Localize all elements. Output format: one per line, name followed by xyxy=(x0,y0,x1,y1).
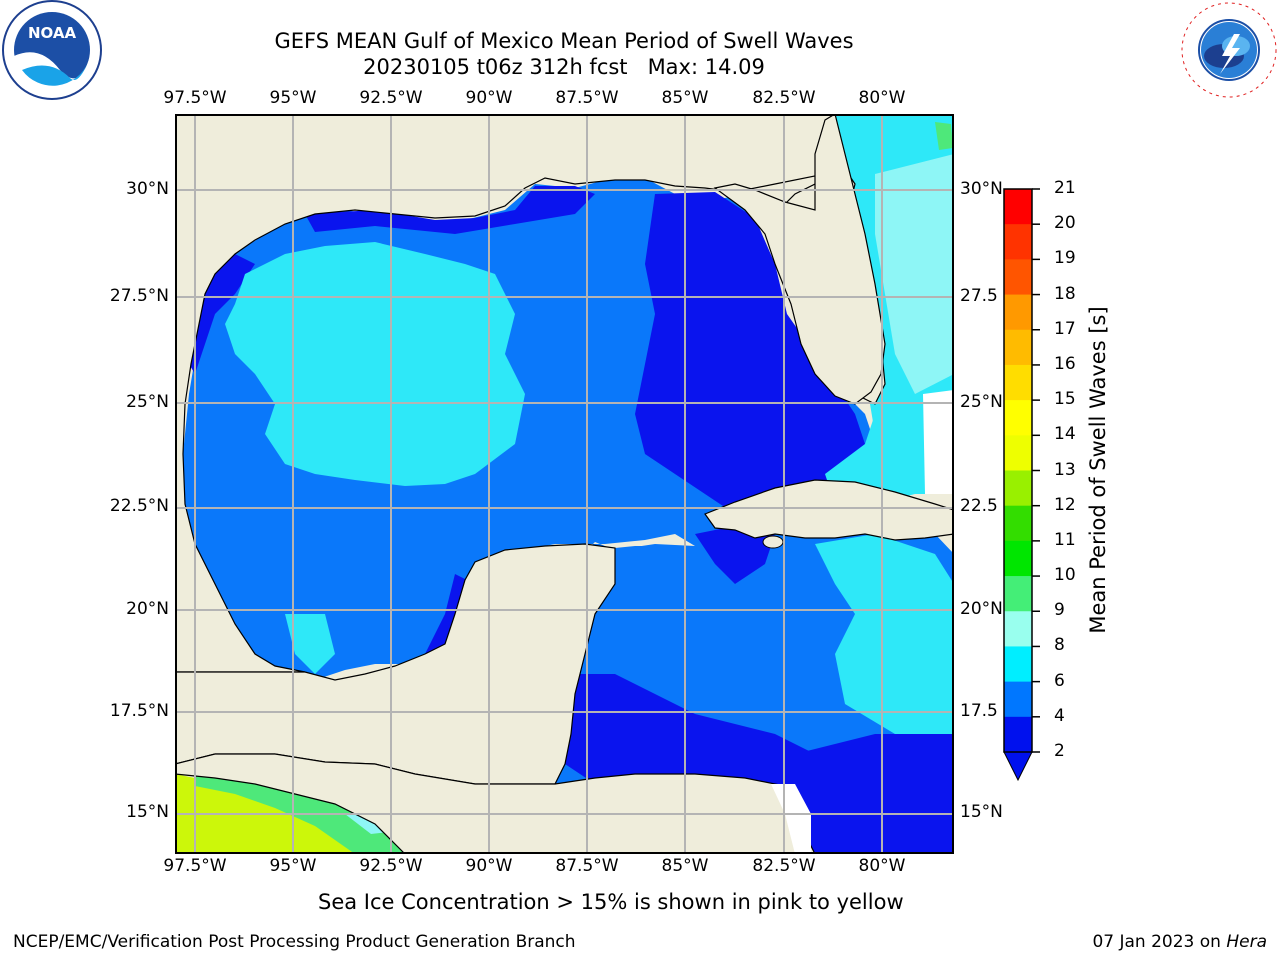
colorbar-segment xyxy=(1004,716,1032,753)
map-panel xyxy=(175,114,954,854)
dark-blue-cuba-south xyxy=(695,526,775,584)
colorbar-segment xyxy=(1004,400,1032,436)
nws-logo xyxy=(1178,0,1280,100)
colorbar-segment xyxy=(1004,611,1032,647)
lat-label-right: 20°N xyxy=(960,599,1003,619)
lon-label-top: 85°W xyxy=(661,88,709,108)
colorbar-segment xyxy=(1004,681,1032,718)
colorbar-tick-label: 2 xyxy=(1054,741,1065,761)
colorbar-extend-arrow xyxy=(1003,751,1033,782)
colorbar-tick-label: 10 xyxy=(1054,565,1076,586)
lat-label-right: 27.5 xyxy=(960,286,998,306)
colorbar-segment xyxy=(1004,540,1032,577)
colorbar-segment xyxy=(1004,259,1032,296)
sea-ice-note: Sea Ice Concentration > 15% is shown in … xyxy=(318,890,904,914)
lat-label-left: 17.5°N xyxy=(109,701,169,721)
colorbar-segment xyxy=(1004,435,1032,471)
map-gridlines xyxy=(175,114,954,854)
colorbar-segment xyxy=(1004,505,1032,542)
colorbar-tick-label: 13 xyxy=(1054,459,1076,480)
chart-subtitle: 20230105 t06z 312h fcst Max: 14.09 xyxy=(363,55,765,79)
colorbar xyxy=(1003,188,1040,782)
colorbar-tick-label: 8 xyxy=(1054,635,1065,656)
colorbar-segment xyxy=(1004,224,1032,260)
north-coastline-land xyxy=(175,114,838,673)
colorbar-tick-label: 18 xyxy=(1054,283,1076,304)
map-frame xyxy=(175,114,954,854)
dark-blue-caribbean-east xyxy=(795,734,954,854)
colorbar-tick-label: 20 xyxy=(1054,213,1076,234)
lon-label-bottom: 92.5°W xyxy=(359,856,423,876)
cyan-western-gulf xyxy=(225,242,525,486)
colorbar-tick-label: 9 xyxy=(1054,600,1065,621)
lon-label-bottom: 82.5°W xyxy=(752,856,816,876)
lon-label-bottom: 87.5°W xyxy=(555,856,619,876)
lat-label-right: 15°N xyxy=(960,802,1003,822)
lat-label-right: 30°N xyxy=(960,179,1003,199)
central-america xyxy=(175,753,816,854)
colorbar-segment xyxy=(1004,189,1032,225)
colorbar-tick-label: 19 xyxy=(1054,248,1076,269)
colorbar-segment xyxy=(1004,364,1032,401)
lon-label-top: 95°W xyxy=(269,88,317,108)
lat-label-right: 17.5 xyxy=(960,701,998,721)
lon-label-top: 87.5°W xyxy=(555,88,619,108)
chart-title: GEFS MEAN Gulf of Mexico Mean Period of … xyxy=(274,29,854,53)
colorbar-label: Mean Period of Swell Waves [s] xyxy=(1086,306,1110,634)
footer-date-text: 07 Jan 2023 on xyxy=(1092,932,1227,952)
nodata-patch xyxy=(771,784,811,854)
colorbar-tick-label: 4 xyxy=(1054,705,1065,726)
lat-label-right: 25°N xyxy=(960,392,1003,412)
colorbar-segment xyxy=(1004,294,1032,331)
lat-label-left: 27.5°N xyxy=(109,286,169,306)
dark-blue-north-rim xyxy=(305,186,595,234)
cuba-island xyxy=(704,479,954,541)
cyan-bay-of-campeche xyxy=(285,614,335,674)
colorbar-segment xyxy=(1004,576,1032,612)
colorbar-segment xyxy=(1004,646,1032,683)
isle-of-youth xyxy=(762,535,784,549)
footer-machine: Hera xyxy=(1226,932,1267,952)
lat-label-right: 22.5 xyxy=(960,496,998,516)
noaa-logo-text: NOAA xyxy=(28,24,77,42)
lon-label-bottom: 85°W xyxy=(661,856,709,876)
colorbar-tick-label: 17 xyxy=(1054,318,1076,339)
lat-label-left: 22.5°N xyxy=(109,496,169,516)
colorbar-tick-label: 21 xyxy=(1054,178,1076,198)
footer-date: 07 Jan 2023 on Hera xyxy=(1092,932,1267,952)
colorbar-tick-label: 6 xyxy=(1054,670,1065,691)
lon-label-top: 82.5°W xyxy=(752,88,816,108)
lon-label-top: 90°W xyxy=(465,88,513,108)
colorbar-segment xyxy=(1004,470,1032,507)
lon-label-bottom: 80°W xyxy=(858,856,906,876)
lightcyan-atlantic xyxy=(875,154,954,394)
dark-blue-eastern-gulf xyxy=(635,192,865,514)
footer-credit: NCEP/EMC/Verification Post Processing Pr… xyxy=(13,932,576,952)
lat-label-left: 30°N xyxy=(126,179,169,199)
colorbar-tick-label: 11 xyxy=(1054,529,1076,550)
lat-label-left: 15°N xyxy=(126,802,169,822)
cyan-caribbean-east xyxy=(815,534,954,734)
lon-label-bottom: 90°W xyxy=(465,856,513,876)
lon-label-top: 97.5°W xyxy=(163,88,227,108)
lat-label-left: 25°N xyxy=(126,392,169,412)
noaa-logo: NOAA xyxy=(0,0,104,104)
bahamas-nodata xyxy=(923,390,954,494)
lon-label-top: 80°W xyxy=(858,88,906,108)
colorbar-tick-label: 15 xyxy=(1054,389,1076,410)
colorbar-tick-label: 12 xyxy=(1054,494,1076,515)
lon-label-bottom: 97.5°W xyxy=(163,856,227,876)
lon-label-top: 92.5°W xyxy=(359,88,423,108)
lat-label-left: 20°N xyxy=(126,599,169,619)
colorbar-segment xyxy=(1004,329,1032,366)
lon-label-bottom: 95°W xyxy=(269,856,317,876)
colorbar-tick-label: 14 xyxy=(1054,424,1076,445)
colorbar-tick-label: 16 xyxy=(1054,353,1076,374)
green-patch-atlantic xyxy=(935,122,953,150)
